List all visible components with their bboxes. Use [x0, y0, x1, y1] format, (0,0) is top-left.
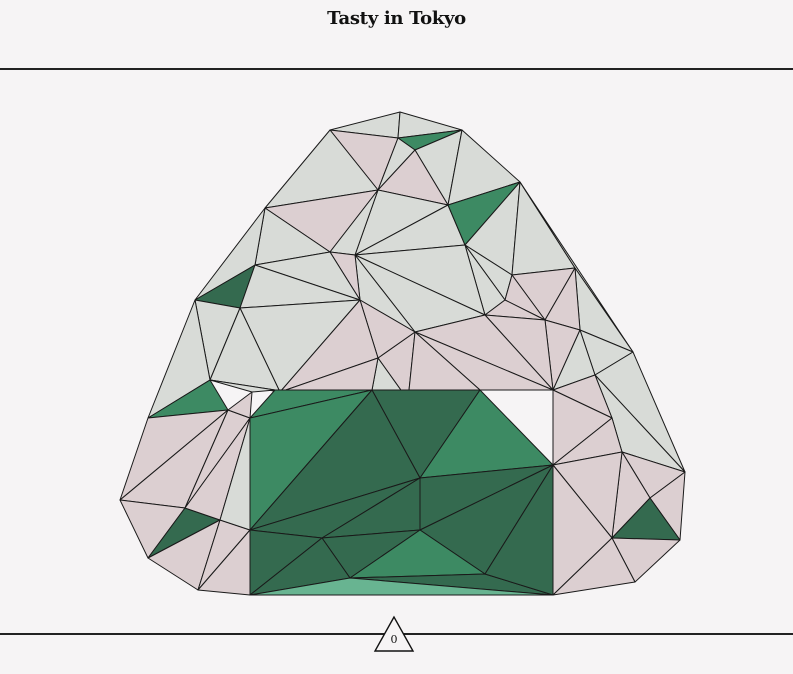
mesh-triangle	[227, 391, 253, 419]
mesh-triangle	[484, 464, 554, 596]
triangle-counter-button[interactable]: 0	[373, 615, 415, 652]
triangle-icon	[373, 615, 415, 652]
mesh-triangle	[209, 379, 276, 393]
mesh-triangle	[552, 537, 636, 596]
mesh-triangle	[511, 181, 576, 276]
triangle-mesh	[119, 111, 686, 596]
header-divider	[0, 68, 793, 70]
page-title: Tasty in Tokyo	[327, 8, 466, 29]
mesh-triangle	[249, 577, 554, 596]
counter-value: 0	[391, 633, 398, 646]
